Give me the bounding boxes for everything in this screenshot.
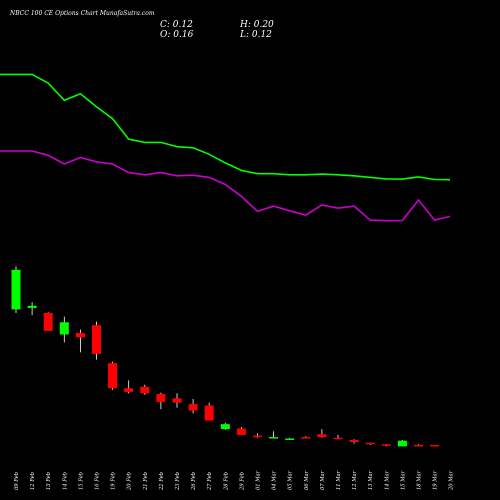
high-value: H: 0.20 [240, 20, 274, 30]
x-tick-label: 22 Feb [159, 472, 165, 491]
x-tick-label: 09 Feb [14, 472, 20, 490]
x-tick-label: 15 Feb [78, 472, 84, 490]
candle [397, 439, 407, 447]
x-tick-label: 06 Mar [304, 470, 310, 490]
candle [414, 444, 423, 447]
candle-body [285, 438, 295, 440]
x-tick-label: 15 Mar [400, 470, 406, 490]
candle-body [75, 333, 85, 338]
candle-body [220, 424, 230, 430]
candle-body [43, 312, 53, 331]
candle-body [253, 435, 262, 438]
x-tick-label: 20 Mar [449, 470, 455, 491]
candle-body [349, 439, 359, 443]
candle [285, 437, 295, 440]
x-tick-label: 19 Mar [433, 470, 439, 490]
candle-body [27, 305, 37, 308]
x-tick-label: 12 Feb [30, 472, 36, 490]
candle [269, 431, 279, 439]
x-tick-label: 12 Mar [352, 470, 358, 490]
candle [381, 444, 391, 447]
candle [430, 444, 440, 447]
close-value: C: 0.12 [160, 20, 193, 30]
open-value: O: 0.16 [160, 30, 194, 40]
indicator-lines [0, 73, 451, 222]
candle-body [11, 269, 21, 310]
candle [108, 361, 118, 390]
x-tick-label: 21 Feb [143, 472, 149, 491]
candle [253, 433, 262, 438]
candle [75, 329, 85, 353]
x-tick-label: 16 Feb [95, 472, 101, 490]
candle [333, 434, 343, 440]
candle [43, 312, 53, 331]
candles [11, 266, 440, 447]
candle [156, 392, 166, 410]
x-tick-label: 14 Feb [62, 472, 68, 490]
candle-body [414, 444, 423, 447]
x-tick-label: 19 Feb [111, 472, 117, 490]
candle [140, 384, 150, 395]
x-tick-label: 13 Mar [368, 470, 374, 490]
candle-body [430, 444, 440, 447]
candle [27, 302, 37, 316]
candle [317, 429, 327, 438]
candle-body [59, 322, 69, 335]
candle [59, 316, 69, 343]
candle-body [172, 398, 182, 403]
candle-body [140, 386, 150, 394]
candle-body [108, 363, 118, 389]
candle-body [397, 440, 407, 447]
indicator-line-1 [0, 73, 451, 181]
candle-body [333, 437, 343, 440]
low-value: L: 0.12 [240, 30, 272, 40]
x-tick-label: 05 Mar [288, 470, 294, 490]
candle-body [381, 444, 391, 446]
candle-body [269, 437, 279, 439]
x-tick-label: 27 Feb [207, 472, 213, 491]
x-tick-label: 01 Mar [256, 470, 262, 490]
x-tick-label: 18 Mar [417, 470, 423, 490]
candle [11, 266, 21, 313]
x-tick-label: 13 Feb [46, 472, 52, 490]
x-tick-label: 23 Feb [175, 472, 181, 491]
x-tick-label: 04 Mar [272, 470, 278, 490]
candle [349, 439, 359, 444]
candle [204, 402, 214, 421]
indicator-line-2 [0, 150, 451, 222]
candle [220, 422, 230, 430]
candle-body [236, 428, 246, 435]
candle [92, 321, 101, 360]
candle-body [204, 405, 214, 421]
x-tick-label: 26 Feb [191, 472, 197, 491]
x-tick-label: 29 Feb [239, 472, 245, 491]
candle-body [188, 404, 198, 411]
candle-body [301, 437, 311, 439]
x-tick-label: 11 Mar [336, 470, 342, 490]
x-tick-label: 28 Feb [223, 472, 229, 491]
candle-body [156, 394, 166, 402]
chart-title: NBCC 100 CE Options Chart MunafaSutra.co… [10, 10, 155, 17]
candle-body [365, 442, 375, 445]
candle [236, 427, 246, 435]
x-tick-label: 20 Feb [127, 472, 133, 491]
x-tick-label: 14 Mar [384, 470, 390, 490]
candle [172, 393, 182, 408]
candle [188, 399, 198, 414]
candle [365, 442, 375, 445]
x-axis: 09 Feb 12 Feb 13 Feb 14 Feb 15 Feb 16 Feb 19 F… [14, 470, 455, 491]
x-tick-label: 07 Mar [320, 470, 326, 490]
candle-body [124, 388, 134, 392]
candle-body [92, 325, 101, 354]
candle-body [317, 434, 327, 438]
candle [301, 436, 311, 439]
candle [124, 380, 134, 394]
